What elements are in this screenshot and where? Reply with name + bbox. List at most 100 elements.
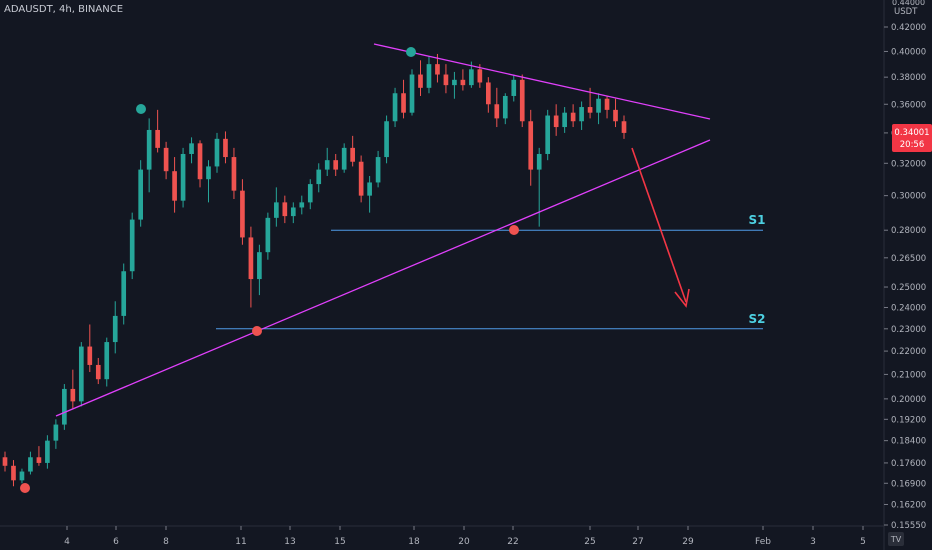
candle <box>435 64 440 75</box>
candle <box>112 315 118 343</box>
candle <box>11 465 16 481</box>
candle <box>579 107 584 122</box>
y-tick-label: 0.18400 <box>891 437 926 447</box>
x-tick-label: 20 <box>458 537 470 547</box>
logo-badge <box>888 532 904 546</box>
x-tick-label: 6 <box>113 537 119 547</box>
y-tick-label: 0.23000 <box>891 325 926 335</box>
candle <box>282 202 288 217</box>
x-tick-label: 3 <box>810 537 816 547</box>
candle <box>189 143 194 154</box>
pivot-marker-1 <box>406 47 416 57</box>
y-tick-label: 0.32000 <box>891 159 926 169</box>
last-price-value: 0.34001 <box>894 128 929 138</box>
y-tick-label: 0.28000 <box>891 226 926 236</box>
y-tick-label: 0.20000 <box>891 395 926 405</box>
symbol-title: ADAUSDT, 4h, BINANCE <box>4 4 124 15</box>
candle <box>265 217 271 253</box>
candle <box>511 79 517 96</box>
candle <box>163 147 169 172</box>
candle <box>519 79 525 122</box>
candle <box>596 98 601 113</box>
candle <box>299 202 305 208</box>
y-tick-label: 0.19200 <box>891 415 926 425</box>
candle <box>28 457 33 472</box>
x-tick-label: 25 <box>584 537 595 547</box>
last-price-countdown: 20:56 <box>900 140 925 150</box>
candle <box>401 93 406 113</box>
x-tick-label: Feb <box>755 537 771 547</box>
candle <box>460 79 466 86</box>
x-tick-label: 8 <box>163 537 169 547</box>
candle <box>392 93 398 122</box>
candle <box>528 121 534 170</box>
currency-label: USDT <box>894 7 918 17</box>
upper-trend-line <box>373 43 711 120</box>
pivot-marker-4 <box>509 225 519 235</box>
candle <box>2 457 8 466</box>
pivot-marker-0 <box>136 104 146 114</box>
y-tick-label: 0.17600 <box>891 459 926 469</box>
candle <box>562 112 567 128</box>
y-tick-label: 0.40000 <box>891 47 926 57</box>
x-tick-label: 27 <box>632 537 643 547</box>
y-tick-label: 0.36000 <box>891 100 926 110</box>
candle <box>536 153 542 170</box>
candle <box>180 153 186 201</box>
candle <box>36 457 42 463</box>
candle <box>274 202 279 218</box>
x-tick-label: 4 <box>64 537 70 547</box>
candle <box>138 169 144 220</box>
pivot-marker-2 <box>20 483 30 493</box>
candle <box>443 74 449 86</box>
y-tick-label: 0.38000 <box>891 73 926 83</box>
candle <box>248 237 254 280</box>
candle <box>197 143 203 180</box>
candle <box>53 424 59 441</box>
candle <box>231 157 237 191</box>
candle <box>290 207 296 217</box>
x-tick-label: 18 <box>408 537 420 547</box>
candle <box>240 190 245 238</box>
candle <box>502 95 508 119</box>
candle <box>155 129 160 148</box>
candle <box>307 184 313 203</box>
candle <box>621 121 627 133</box>
candle <box>570 112 576 122</box>
candle <box>341 147 347 170</box>
candle <box>418 74 423 88</box>
candle <box>604 98 610 110</box>
logo-text: TV <box>890 535 902 544</box>
candle <box>333 160 339 170</box>
y-tick-label: 0.16200 <box>891 500 926 510</box>
candle <box>206 166 211 180</box>
candle <box>613 109 618 122</box>
forecast-arrow-head <box>674 288 690 308</box>
candle <box>494 104 500 119</box>
candle <box>45 440 50 463</box>
candle <box>95 364 101 380</box>
pivot-marker-3 <box>252 326 262 336</box>
y-tick-label: 0.22000 <box>891 347 926 357</box>
candle <box>452 79 457 86</box>
candle <box>172 171 177 201</box>
y-tick-label: 0.21000 <box>891 370 926 380</box>
x-tick-label: 29 <box>682 537 694 547</box>
y-tick-label: 0.16900 <box>891 479 926 489</box>
candle <box>477 69 483 83</box>
candle <box>70 388 76 402</box>
candle <box>358 161 364 196</box>
candle <box>384 121 389 158</box>
candle <box>469 69 474 86</box>
candle <box>214 138 220 167</box>
candle <box>19 471 25 481</box>
candle <box>78 346 84 402</box>
candle <box>587 107 593 113</box>
candle <box>146 129 152 170</box>
y-top-label: 0.44000 <box>892 0 925 7</box>
candle <box>121 271 127 316</box>
x-tick-label: 22 <box>507 537 518 547</box>
x-tick-label: 13 <box>284 537 295 547</box>
